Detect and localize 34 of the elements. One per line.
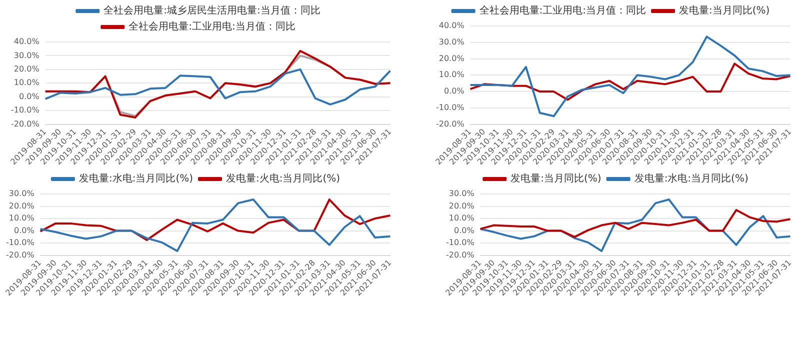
y-tick-label: -10.0%: [6, 238, 35, 248]
y-tick-label: 30.0%: [8, 189, 35, 198]
y-tick-label: 30.0%: [438, 37, 465, 46]
y-tick-label: -20.0%: [6, 250, 35, 260]
y-tick-label: -10.0%: [446, 238, 475, 248]
y-tick-label: 40.0%: [14, 37, 40, 46]
legend-label: 全社会用电量:城乡居民生活用电量:当月值：同比: [104, 4, 320, 17]
y-tick-label: -10.0%: [10, 106, 40, 115]
y-tick-label: 30.0%: [14, 50, 40, 60]
legend-label: 全社会用电量:工业用电:当月值：同比: [479, 4, 646, 17]
legend-label: 全社会用电量:工业用电:当月值：同比: [128, 20, 296, 33]
y-tick-label: 20.0%: [448, 201, 475, 210]
y-tick-label: -10.0%: [436, 103, 465, 112]
y-tick-label: -20.0%: [446, 250, 475, 260]
y-tick-label: -20.0%: [436, 119, 465, 128]
y-tick-label: 0.0%: [14, 226, 35, 235]
y-tick-label: 30.0%: [448, 189, 475, 198]
y-tick-label: 20.0%: [438, 54, 465, 63]
y-tick-label: 20.0%: [8, 201, 35, 210]
legend-label: 发电量:当月同比(%): [510, 172, 602, 185]
y-tick-label: 10.0%: [8, 214, 35, 223]
y-tick-label: 0.0%: [454, 226, 475, 235]
y-tick-label: 10.0%: [438, 70, 465, 80]
y-tick-label: -20.0%: [10, 119, 40, 128]
legend-label: 发电量:火电:当月同比(%): [226, 172, 340, 185]
y-tick-label: 40.0%: [438, 21, 465, 30]
y-tick-label: 0.0%: [444, 86, 465, 96]
y-tick-label: 10.0%: [448, 214, 475, 223]
y-tick-label: 10.0%: [14, 78, 40, 88]
legend-label: 发电量:水电:当月同比(%): [78, 172, 194, 185]
legend-label: 发电量:水电:当月同比(%): [634, 172, 748, 185]
y-tick-label: 20.0%: [14, 64, 40, 74]
y-tick-label: 0.0%: [18, 92, 40, 101]
legend-label: 发电量:当月同比(%): [679, 4, 770, 17]
